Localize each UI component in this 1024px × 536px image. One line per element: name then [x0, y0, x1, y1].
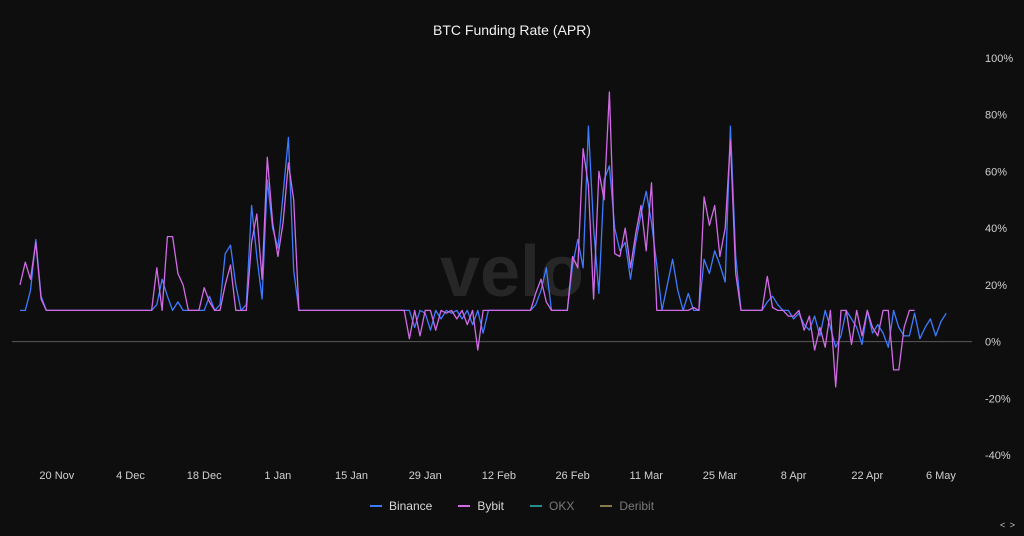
legend-item-okx[interactable]: OKX	[530, 499, 574, 513]
x-axis: 20 Nov 4 Dec 18 Dec 1 Jan 15 Jan 29 Jan 12 Feb…	[39, 470, 956, 482]
chart-title: BTC Funding Rate (APR)	[433, 22, 591, 38]
legend-item-bybit[interactable]: Bybit	[458, 499, 504, 513]
x-tick-label: 4 Dec	[116, 470, 145, 482]
y-tick-label: 40%	[985, 223, 1007, 235]
legend-swatch	[530, 505, 543, 507]
legend-swatch	[600, 505, 613, 507]
y-tick-label: 80%	[985, 110, 1007, 122]
y-tick-label: 20%	[985, 280, 1007, 292]
x-tick-label: 1 Jan	[264, 470, 291, 482]
velo-watermark: velo	[440, 232, 584, 312]
y-tick-label: 100%	[985, 53, 1013, 65]
chart-legend: Binance Bybit OKX Deribit	[0, 499, 1024, 513]
x-tick-label: 15 Jan	[335, 470, 368, 482]
y-tick-label: -20%	[985, 393, 1011, 405]
x-tick-label: 22 Apr	[851, 470, 883, 482]
x-tick-label: 8 Apr	[781, 470, 807, 482]
legend-item-binance[interactable]: Binance	[369, 499, 433, 513]
x-tick-label: 11 Mar	[630, 470, 664, 482]
x-tick-label: 6 May	[926, 470, 956, 482]
legend-label: Bybit	[477, 499, 505, 513]
x-tick-label: 18 Dec	[187, 470, 222, 482]
legend-label: Binance	[388, 499, 433, 513]
x-tick-label: 26 Feb	[555, 470, 589, 482]
x-tick-label: 12 Feb	[482, 470, 516, 482]
legend-swatch	[369, 505, 382, 507]
x-tick-label: 29 Jan	[409, 470, 442, 482]
legend-label: Deribit	[619, 499, 655, 513]
legend-label: OKX	[549, 499, 575, 513]
chart-nav-control[interactable]: < >	[999, 520, 1016, 530]
y-tick-label: -40%	[985, 450, 1011, 462]
legend-swatch	[458, 505, 471, 507]
y-tick-label: 60%	[985, 166, 1007, 178]
x-tick-label: 25 Mar	[703, 470, 738, 482]
y-axis: 100% 80% 60% 40% 20% 0% -20% -40%	[985, 53, 1013, 462]
y-tick-label: 0%	[985, 337, 1001, 349]
x-tick-label: 20 Nov	[39, 470, 74, 482]
series-line-bybit	[19, 91, 915, 388]
legend-item-deribit[interactable]: Deribit	[600, 499, 654, 513]
series-line-binance	[20, 125, 947, 348]
